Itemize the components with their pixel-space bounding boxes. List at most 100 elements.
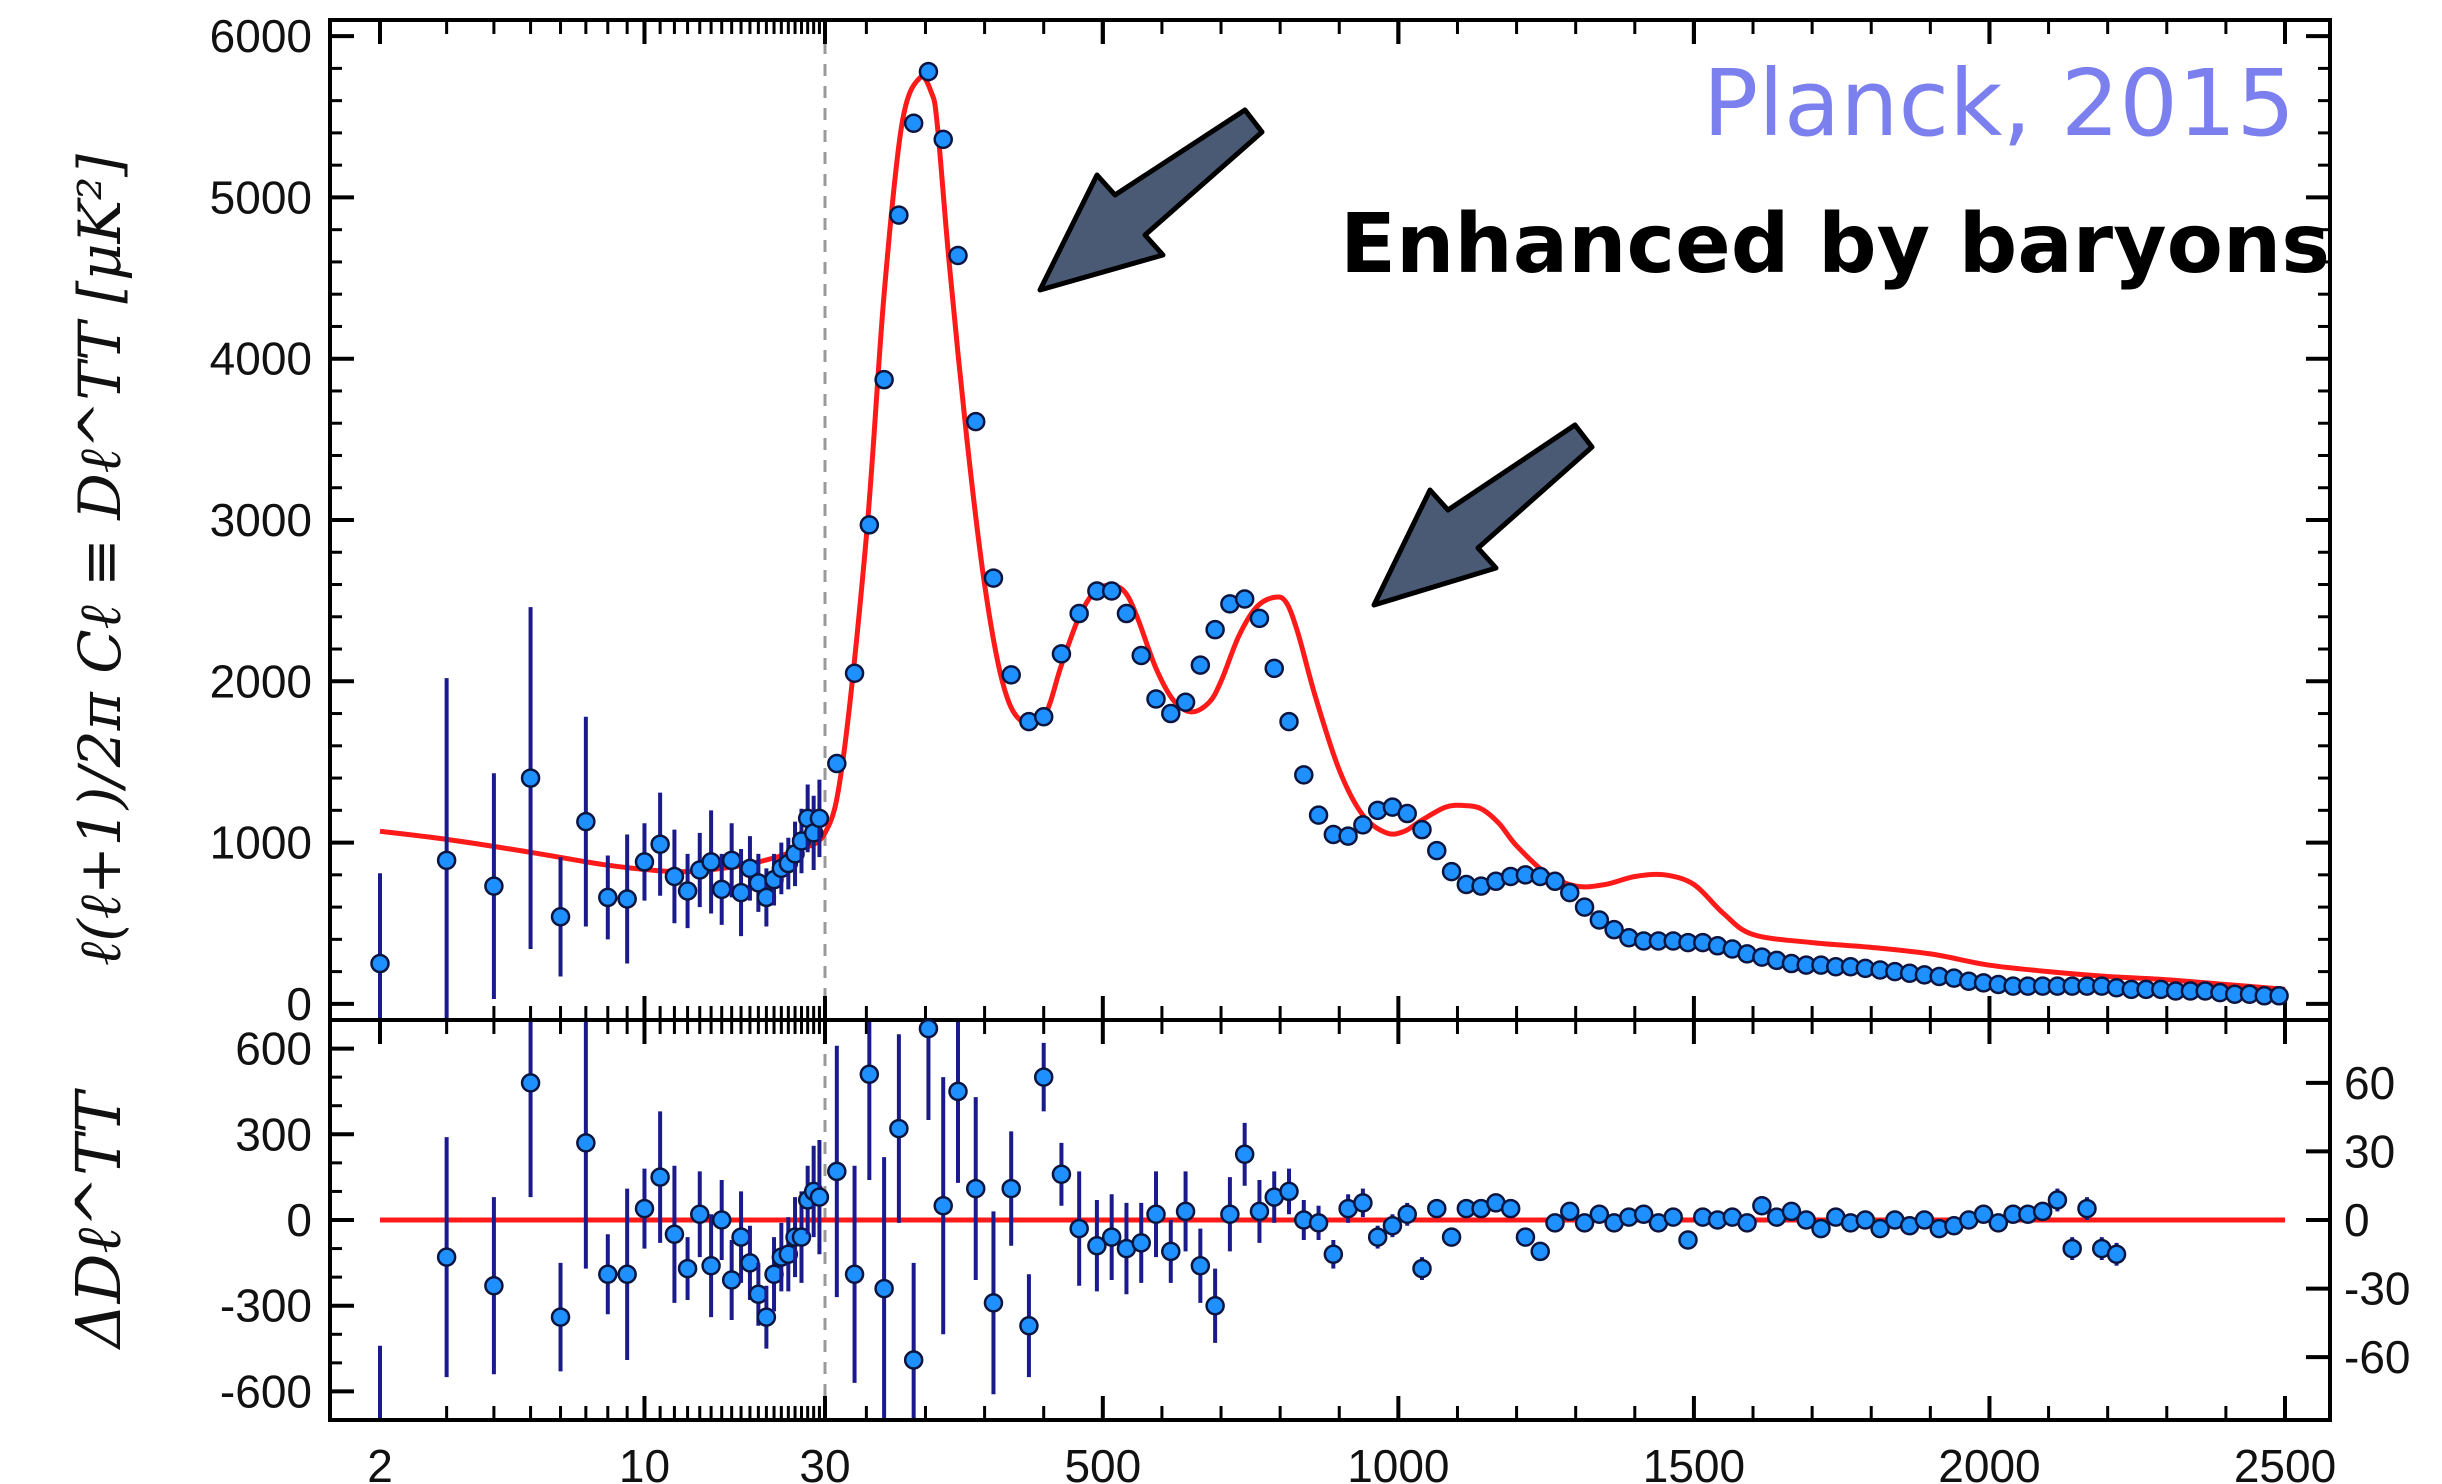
residual-point — [634, 1198, 655, 1219]
arrow-second-peak — [1371, 422, 1595, 608]
data-point — [1294, 765, 1314, 785]
residual-point — [1353, 1193, 1373, 1213]
residual-point — [1545, 1213, 1565, 1233]
data-point — [965, 411, 986, 432]
residual-point — [809, 1187, 830, 1207]
residual-point — [1205, 1295, 1225, 1316]
residual-point — [1131, 1233, 1151, 1253]
residual-point — [1001, 1178, 1021, 1199]
residual-point — [740, 1253, 760, 1273]
data-point — [1161, 703, 1181, 724]
residual-point — [889, 1118, 909, 1139]
residual-point — [1663, 1207, 1683, 1227]
top-y-tick-label: 2000 — [210, 655, 312, 707]
residual-point — [1855, 1210, 1876, 1230]
top-y-axis-title: ℓ(ℓ+1)/2π Cℓ ≡ Dℓ^TT [μK²] — [66, 154, 134, 966]
residual-point — [1397, 1204, 1417, 1225]
residual-point — [1033, 1067, 1054, 1087]
residual-point — [1988, 1213, 2009, 1233]
residual-point — [1146, 1204, 1166, 1225]
data-point — [809, 808, 830, 829]
data-point — [1146, 689, 1166, 709]
residual-point — [1367, 1227, 1388, 1247]
residual-point — [690, 1204, 710, 1225]
data-point — [1574, 897, 1595, 917]
residual-point — [1190, 1255, 1211, 1276]
top-data-points — [370, 61, 2289, 1018]
data-point — [650, 834, 670, 854]
residual-data-points — [378, 1018, 2127, 1418]
residual-point — [1574, 1213, 1595, 1233]
data-point — [484, 876, 504, 896]
residual-point — [1234, 1144, 1255, 1165]
residual-point — [1323, 1244, 1344, 1265]
residual-point — [1249, 1201, 1270, 1222]
residual-point — [983, 1293, 1004, 1313]
residual-point — [1914, 1210, 1935, 1230]
residual-point — [1870, 1218, 1890, 1239]
residual-point — [484, 1275, 504, 1296]
residual-point — [1678, 1230, 1698, 1250]
data-point — [701, 852, 721, 872]
data-point — [889, 205, 909, 225]
data-point — [1589, 910, 1610, 930]
residual-point — [677, 1258, 698, 1279]
data-point — [1441, 861, 1462, 882]
data-point — [1412, 819, 1432, 840]
data-point — [1604, 919, 1624, 940]
residual-point — [1633, 1204, 1654, 1225]
top-y-axis-ticks: 0 1000 2000 3000 4000 5000 6000 — [210, 10, 2330, 1030]
x-tick-label: 500 — [1064, 1440, 1141, 1484]
right-y-tick-label: 0 — [2344, 1194, 2370, 1246]
residual-point — [721, 1270, 742, 1290]
residual-point — [711, 1210, 732, 1230]
residual-point — [520, 1073, 541, 1093]
residual-point — [1737, 1213, 1757, 1233]
residual-point — [859, 1064, 880, 1085]
x-tick-label: 2500 — [2234, 1440, 2336, 1484]
residual-point — [550, 1307, 571, 1327]
data-point — [844, 663, 865, 683]
residual-point — [756, 1307, 777, 1327]
x-axis-tick-labels: 2 10 30 500 1000 1500 2000 2500 — [367, 1440, 2336, 1484]
data-point — [918, 61, 939, 82]
data-point — [1234, 589, 1255, 609]
residual-point — [1811, 1218, 1831, 1239]
data-point — [2269, 986, 2289, 1006]
top-y-tick-label: 4000 — [210, 333, 312, 385]
residual-point — [918, 1018, 939, 1039]
data-point — [550, 907, 571, 927]
top-y-tick-label: 1000 — [210, 817, 312, 869]
residual-point — [2077, 1198, 2097, 1219]
data-point — [1131, 645, 1151, 666]
credit-label: Planck, 2015 — [1703, 50, 2295, 157]
residual-point — [2062, 1238, 2082, 1259]
residual-point — [1101, 1227, 1122, 1247]
residual-point — [1382, 1215, 1403, 1236]
top-y-tick-label: 6000 — [210, 10, 312, 62]
residual-point — [1161, 1241, 1181, 1262]
bottom-y-axis-title: ΔDℓ^TT — [62, 1087, 135, 1350]
data-point — [1033, 707, 1054, 727]
data-point — [1190, 655, 1211, 675]
data-point — [436, 850, 457, 871]
residual-point — [1087, 1235, 1107, 1256]
residual-point — [1412, 1258, 1432, 1279]
top-y-tick-label: 0 — [286, 978, 312, 1030]
data-point — [874, 369, 894, 390]
data-point — [721, 850, 742, 871]
residual-point — [701, 1255, 721, 1276]
residual-point — [1515, 1227, 1536, 1247]
bottom-y-tick-label: 600 — [235, 1023, 312, 1075]
data-point — [933, 129, 953, 150]
residual-point — [2106, 1244, 2127, 1265]
x-tick-label: 1500 — [1643, 1440, 1745, 1484]
data-point — [617, 889, 637, 909]
residual-point — [1973, 1204, 1994, 1225]
residual-point — [1560, 1201, 1580, 1222]
bottom-y-axis-title-group: ΔDℓ^TT — [62, 1087, 135, 1350]
data-point — [370, 953, 390, 974]
data-point — [1427, 840, 1447, 861]
data-point — [731, 882, 751, 903]
